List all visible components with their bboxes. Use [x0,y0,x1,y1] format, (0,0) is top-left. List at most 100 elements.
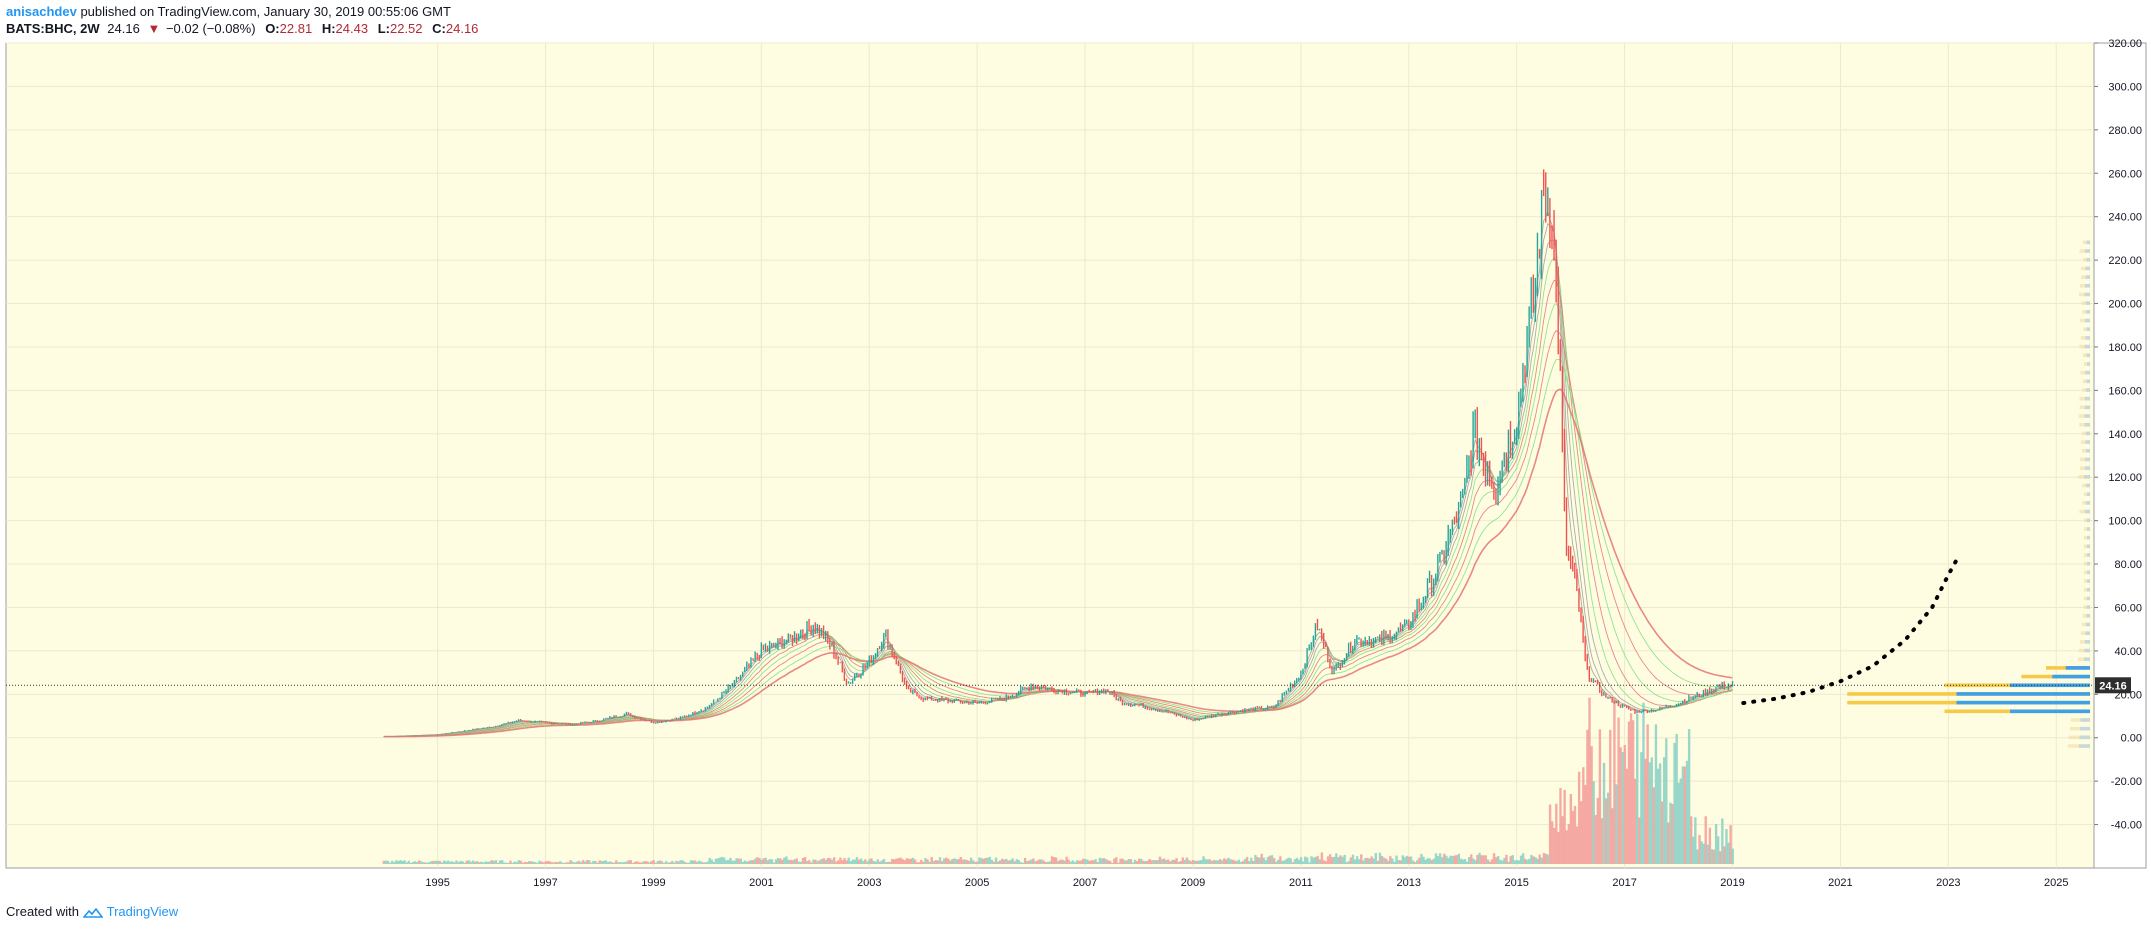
volume-bar [897,858,900,864]
volume-bar [490,860,493,864]
symbol-name[interactable]: BATS:BHC, 2W [6,21,100,36]
volume-bar [652,860,655,864]
volume-bar [1521,853,1525,864]
volume-bar [1351,854,1355,864]
profile-bar-faint-blue [2084,457,2090,462]
volume-bar [1005,859,1008,864]
last-price-label-text: 24.16 [2099,680,2127,692]
volume-bar [1660,801,1664,864]
volume-bar [513,861,516,864]
volume-bar [1158,856,1162,864]
volume-bar [708,857,711,864]
volume-bar [785,856,788,864]
profile-bar-faint-blue [2086,492,2090,497]
volume-bar [1569,794,1573,864]
volume-bar [1389,856,1392,864]
volume-bar [1727,842,1730,864]
x-tick-label: 2003 [857,877,881,889]
volume-bar [1654,724,1658,864]
volume-bar [1470,854,1473,864]
y-tick-label: 220.00 [2108,255,2142,267]
volume-bar [1277,859,1280,864]
volume-bar [1117,862,1120,864]
volume-bar [606,861,610,864]
volume-bar [1602,762,1606,864]
volume-bar [1573,805,1577,864]
volume-bar [1472,858,1475,864]
profile-bar-faint-blue [2085,622,2090,627]
volume-bar [1592,781,1595,864]
volume-bar [822,858,826,864]
volume-bar [1432,858,1436,864]
volume-bar [998,860,1002,864]
volume-bar [855,857,859,864]
volume-bar [1314,856,1317,864]
y-tick-label: 100.00 [2108,516,2142,528]
down-arrow-icon: ▼ [147,21,161,36]
volume-bar [907,858,911,864]
volume-bar [1100,858,1104,864]
volume-bar [619,861,622,864]
y-tick-label: 120.00 [2108,472,2142,484]
volume-bar [1331,857,1334,864]
volume-bar [783,857,786,864]
x-tick-label: 2009 [1181,877,1205,889]
volume-bar [737,858,740,864]
volume-bar [434,860,437,864]
volume-bar [1372,858,1375,864]
volume-bar [710,859,713,864]
volume-bar [1042,860,1045,864]
volume-bar [1467,857,1471,864]
volume-bar [1488,861,1492,864]
volume-bar [1316,856,1319,864]
volume-bar [955,859,958,864]
profile-bar-faint-blue [2087,579,2090,583]
volume-bar [552,862,556,864]
volume-bar [1023,857,1027,864]
volume-bar [791,860,794,864]
volume-bar [1399,860,1402,864]
volume-bar [743,860,747,864]
profile-bar-blue [2009,709,2090,714]
volume-bar [1191,860,1195,864]
volume-bar [602,860,606,864]
volume-bar [1237,859,1241,864]
volume-bar [1017,860,1021,864]
profile-bar-faint-blue [2085,440,2090,444]
volume-bar [575,861,579,864]
volume-bar [1588,697,1591,864]
volume-bar [766,860,769,864]
volume-bar [1409,856,1413,864]
volume-bar [1121,858,1124,864]
volume-bar [1604,798,1608,864]
volume-bar [911,857,915,864]
volume-bar [797,861,801,864]
volume-bar [1418,857,1421,864]
profile-bar-faint-blue [2087,518,2090,523]
plot-background[interactable] [5,42,2095,869]
volume-bar [517,860,520,864]
volume-bar [509,860,512,864]
volume-bar [936,860,940,864]
right-axis-background[interactable] [2093,42,2147,869]
volume-bar [1289,858,1292,864]
volume-bar [1196,860,1199,864]
profile-bar-faint-blue [2084,292,2090,297]
volume-profile [1847,240,2090,748]
volume-bar [677,861,680,864]
volume-bar [683,861,686,864]
volume-bar [505,862,508,864]
volume-bar [787,859,790,864]
volume-bar [384,860,388,864]
last-price: 24.16 [107,21,140,36]
volume-bar [1133,859,1137,864]
tradingview-link[interactable]: TradingView [106,904,179,919]
volume-bar [1341,856,1344,864]
symbol-legend: BATS:BHC, 2W 24.16 ▼ −0.02 (−0.08%) O:22… [6,21,478,36]
volume-bar [1104,859,1108,864]
volume-bar [662,862,666,864]
volume-bar [1584,784,1587,864]
author-link[interactable]: anisachdev [6,4,77,19]
volume-bar [1482,855,1485,864]
